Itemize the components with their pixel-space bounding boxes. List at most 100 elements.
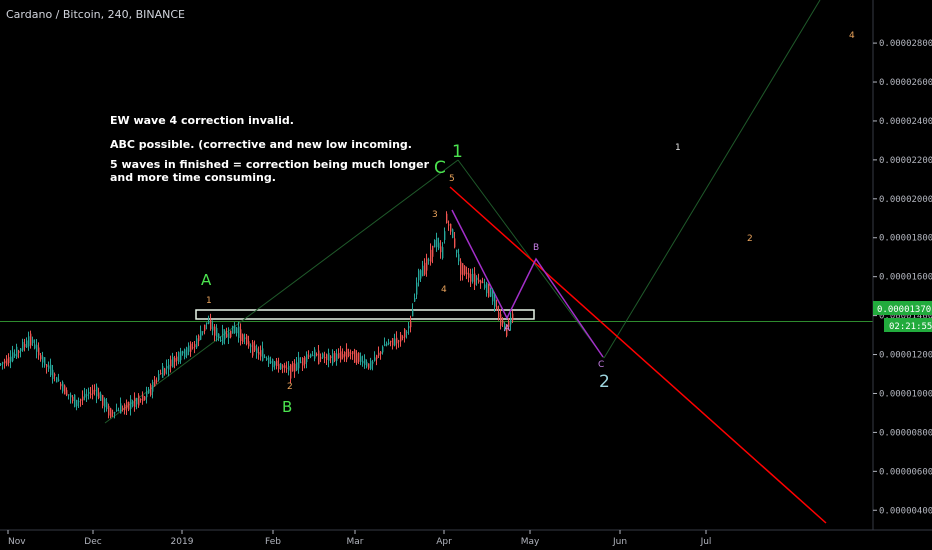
- purple-abc-path[interactable]: [451, 209, 604, 358]
- candle-body: [118, 410, 120, 412]
- candle-body: [16, 346, 18, 358]
- candle-body: [116, 409, 118, 412]
- candle-body: [26, 340, 28, 348]
- candle-body: [334, 353, 336, 362]
- candle-body: [330, 356, 332, 358]
- candle-body: [422, 265, 424, 277]
- candle-body: [264, 356, 266, 358]
- candle-body: [76, 400, 78, 407]
- time-axis[interactable]: Nov Dec 2019 Feb Mar Apr May Jun Jul: [0, 529, 932, 547]
- candle-body: [476, 277, 478, 281]
- candle-body: [114, 412, 116, 414]
- candle-body: [370, 360, 372, 369]
- candle-body: [260, 350, 262, 357]
- candle-body: [310, 354, 312, 357]
- candle-body: [196, 338, 198, 348]
- red-resistance-line[interactable]: [449, 186, 827, 524]
- candle-body: [510, 317, 512, 325]
- candle-body: [448, 224, 450, 226]
- candle-body: [434, 239, 436, 248]
- candle-body: [452, 229, 454, 238]
- candle-body: [0, 363, 2, 365]
- candle-body: [344, 351, 346, 357]
- candle-body: [252, 342, 254, 356]
- candle-body: [308, 355, 310, 357]
- candle-body: [306, 354, 308, 363]
- countdown-text: 02:21:55: [889, 322, 932, 332]
- candle-body: [288, 365, 290, 371]
- support-zone-box[interactable]: [195, 309, 535, 320]
- candle-body: [246, 335, 248, 345]
- candle-body: [148, 389, 150, 394]
- candle-body: [372, 361, 374, 364]
- candle-body: [276, 360, 278, 366]
- candle-body: [194, 344, 196, 348]
- candle-body: [454, 238, 456, 248]
- trend-line-future[interactable]: [603, 0, 821, 359]
- candle-body: [450, 223, 452, 232]
- candle-body: [354, 349, 356, 363]
- candle-body: [360, 356, 362, 362]
- candle-body: [242, 334, 244, 342]
- candle-body: [298, 357, 300, 369]
- candle-body: [192, 347, 194, 349]
- candle-body: [136, 398, 138, 405]
- candle-body: [104, 398, 106, 408]
- candle-body: [352, 351, 354, 355]
- candle-body: [46, 364, 48, 367]
- candle-body: [472, 273, 474, 282]
- candle-body: [160, 372, 162, 375]
- candle-body: [150, 385, 152, 396]
- candle-body: [66, 390, 68, 396]
- x-tick-label: Feb: [265, 537, 281, 547]
- candle-body: [244, 337, 246, 339]
- candle-body: [320, 357, 322, 359]
- candle-body: [64, 385, 66, 395]
- candle-body: [10, 356, 12, 362]
- candle-body: [484, 284, 486, 288]
- candle-body: [474, 273, 476, 285]
- candle-body: [428, 259, 430, 261]
- wave-label-purple-B: B: [533, 243, 539, 253]
- candle-body: [496, 306, 498, 310]
- candle-body: [254, 345, 256, 351]
- candle-body: [198, 335, 200, 342]
- x-tick-label: Dec: [84, 537, 101, 547]
- candle-body: [20, 348, 22, 352]
- price-axis[interactable]: 0.00000400 0.00000600 0.00000800 0.00001000…: [872, 0, 932, 530]
- candle-body: [180, 351, 182, 361]
- candle-body: [80, 399, 82, 401]
- candle-body: [446, 213, 448, 224]
- trend-line-lower[interactable]: [104, 159, 459, 424]
- x-tick-label: May: [521, 537, 540, 547]
- candle-body: [368, 363, 370, 369]
- note-line-3: 5 waves in finished = correction being m…: [110, 158, 430, 171]
- candle-body: [168, 364, 170, 370]
- candle-body: [248, 341, 250, 347]
- candle-body: [424, 262, 426, 275]
- candle-body: [2, 362, 4, 364]
- candle-body: [68, 394, 70, 396]
- candle-body: [96, 386, 98, 397]
- candle-body: [138, 395, 140, 406]
- wave-label-B-green: B: [282, 398, 292, 416]
- candle-body: [396, 337, 398, 344]
- candle-body: [486, 282, 488, 294]
- candle-body: [400, 334, 402, 342]
- candle-body: [322, 353, 324, 358]
- candle-body: [490, 289, 492, 297]
- candle-body: [120, 403, 122, 414]
- candle-body: [336, 353, 338, 361]
- candle-body: [286, 367, 288, 369]
- candle-body: [378, 352, 380, 356]
- candle-body: [172, 357, 174, 368]
- candle-body: [440, 246, 442, 253]
- candle-body: [414, 298, 416, 302]
- y-tick-label: 0.00002800: [879, 39, 932, 49]
- candle-body: [240, 329, 242, 341]
- x-tick-label: Jun: [612, 537, 627, 547]
- candle-body: [58, 379, 60, 381]
- candle-body: [14, 353, 16, 357]
- main-chart-area[interactable]: [0, 0, 873, 524]
